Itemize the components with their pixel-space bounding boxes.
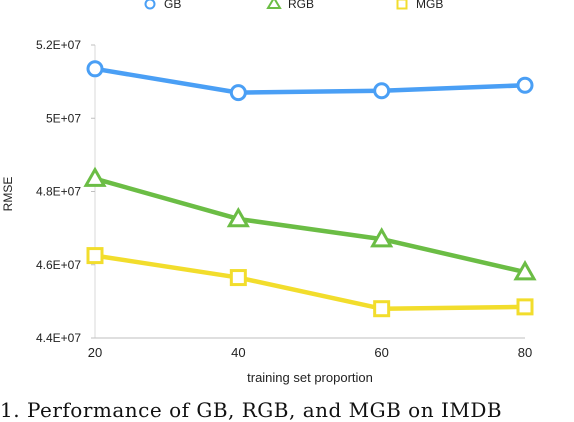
data-point-gb xyxy=(229,84,247,102)
data-point-gb xyxy=(373,82,391,100)
y-tick-label: 4.8E+07 xyxy=(36,185,81,199)
x-tick-labels: 20 40 60 80 xyxy=(88,345,532,360)
legend-item-gb: GB xyxy=(144,0,181,11)
data-point-rgb xyxy=(513,260,537,281)
legend-label-mgb: MGB xyxy=(416,0,443,11)
legend-marker-rgb xyxy=(266,0,282,9)
y-tick-labels: 4.4E+07 4.6E+07 4.8E+07 5E+07 5.2E+07 xyxy=(36,38,95,345)
legend: GB RGB MGB xyxy=(144,0,443,11)
legend-label-gb: GB xyxy=(164,0,181,11)
y-tick-label: 4.6E+07 xyxy=(36,258,81,272)
y-tick-label: 5.2E+07 xyxy=(36,38,81,52)
series-line-gb xyxy=(94,66,526,95)
series-rgb xyxy=(83,166,537,281)
series-line-mgb xyxy=(94,253,526,311)
data-point-rgb xyxy=(370,227,394,248)
data-point-rgb xyxy=(83,166,107,187)
series-layer xyxy=(83,60,537,318)
legend-label-rgb: RGB xyxy=(288,0,314,11)
y-tick-label: 5E+07 xyxy=(46,111,81,125)
x-tick-label: 20 xyxy=(88,345,102,360)
x-axis-label: training set proportion xyxy=(247,370,373,385)
x-tick-label: 60 xyxy=(374,345,388,360)
figure-caption: 1. Performance of GB, RGB, and MGB on IM… xyxy=(0,398,503,422)
series-mgb xyxy=(86,247,534,318)
series-gb xyxy=(86,60,534,102)
series-line-rgb xyxy=(94,176,526,275)
rmse-line-chart: 4.4E+07 4.6E+07 4.8E+07 5E+07 5.2E+07 20 40 60… xyxy=(1,0,537,385)
x-tick-label: 40 xyxy=(231,345,245,360)
data-point-mgb xyxy=(229,269,247,287)
legend-marker-mgb xyxy=(396,0,408,10)
data-point-mgb xyxy=(86,247,104,265)
legend-item-mgb: MGB xyxy=(396,0,443,11)
data-point-rgb xyxy=(226,206,250,228)
legend-item-rgb: RGB xyxy=(266,0,314,11)
x-tick-label: 80 xyxy=(518,345,532,360)
y-tick-label: 4.4E+07 xyxy=(36,331,81,345)
data-point-gb xyxy=(86,60,104,78)
y-axis-label: RMSE xyxy=(1,177,15,212)
data-point-mgb xyxy=(373,300,391,318)
data-point-mgb xyxy=(516,298,534,316)
data-point-gb xyxy=(516,76,534,94)
legend-marker-gb xyxy=(144,0,156,10)
